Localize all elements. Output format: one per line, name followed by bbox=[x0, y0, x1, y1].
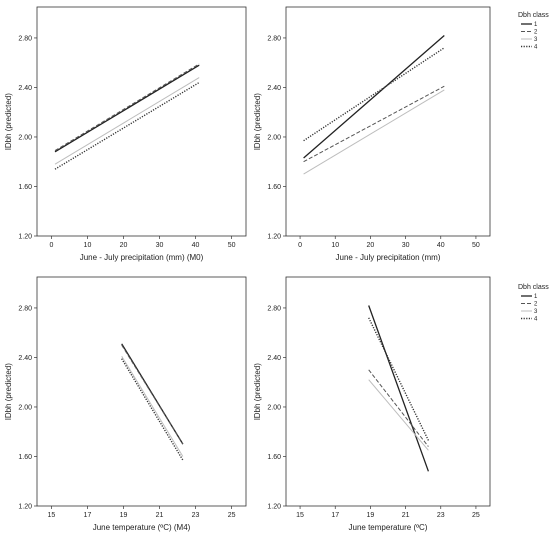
series-line-3 bbox=[368, 379, 429, 451]
y-axis-label: lDbh (predicted) bbox=[4, 93, 13, 150]
x-tick-label: 40 bbox=[192, 242, 200, 249]
y-axis-label: lDbh (predicted) bbox=[253, 363, 262, 420]
series-line-1 bbox=[303, 35, 445, 159]
x-tick-label: 17 bbox=[331, 512, 339, 519]
series-line-3 bbox=[121, 355, 184, 457]
y-tick-label: 2.00 bbox=[18, 404, 32, 411]
chart-panel-1: 1.20 1.60 2.00 2.40 2.80 0 10 20 30 40 50 June - Ju… bbox=[4, 6, 247, 262]
x-tick-label: 19 bbox=[367, 512, 375, 519]
x-axis-label: June temperature (ºC) (M4) bbox=[93, 523, 191, 532]
x-tick-label: 20 bbox=[367, 242, 375, 249]
x-tick-label: 0 bbox=[49, 242, 53, 249]
legend-title: Dbh class bbox=[518, 284, 549, 291]
series-line-2 bbox=[368, 369, 429, 447]
y-tick-label: 1.60 bbox=[18, 184, 32, 191]
y-tick-label: 1.60 bbox=[267, 184, 281, 191]
series-line-3 bbox=[54, 77, 200, 165]
x-axis-label: June temperature (ºC) bbox=[349, 523, 428, 532]
series-line-4 bbox=[368, 317, 430, 441]
chart-panel-2: 1.20 1.60 2.00 2.40 2.80 0 10 20 30 40 50 June - Ju… bbox=[253, 6, 549, 262]
legend-label: 1 bbox=[534, 294, 538, 300]
series-line-3 bbox=[303, 89, 445, 175]
x-tick-label: 17 bbox=[84, 512, 92, 519]
x-tick-label: 25 bbox=[472, 512, 480, 519]
series-line-1 bbox=[54, 64, 200, 153]
series-line-4 bbox=[303, 47, 445, 142]
x-tick-label: 50 bbox=[472, 242, 480, 249]
legend: Dbh class 1 23 4 bbox=[518, 284, 549, 323]
y-tick-label: 2.00 bbox=[267, 134, 281, 141]
x-tick-label: 19 bbox=[120, 512, 128, 519]
x-tick-label: 50 bbox=[228, 242, 236, 249]
y-tick-label: 1.20 bbox=[18, 504, 32, 511]
chart-panel-3: 1.20 1.60 2.00 2.40 2.80 15 17 19 21 23 25 June tem… bbox=[4, 276, 247, 532]
x-tick-label: 0 bbox=[298, 242, 302, 249]
legend-title: Dbh class bbox=[518, 12, 549, 19]
y-tick-label: 2.40 bbox=[18, 85, 32, 92]
y-tick-label: 1.20 bbox=[18, 234, 32, 241]
legend-label: 3 bbox=[534, 309, 538, 315]
y-axis-label: lDbh (predicted) bbox=[253, 93, 262, 150]
y-axis-label: lDbh (predicted) bbox=[4, 363, 13, 420]
y-tick-label: 1.60 bbox=[18, 454, 32, 461]
y-tick-label: 2.80 bbox=[267, 35, 281, 42]
x-tick-label: 21 bbox=[156, 512, 164, 519]
legend-label: 4 bbox=[534, 317, 538, 323]
x-tick-label: 15 bbox=[296, 512, 304, 519]
x-tick-label: 21 bbox=[402, 512, 410, 519]
x-tick-label: 15 bbox=[48, 512, 56, 519]
series-line-4 bbox=[54, 81, 200, 170]
x-tick-label: 30 bbox=[402, 242, 410, 249]
x-tick-label: 10 bbox=[84, 242, 92, 249]
plot-frame bbox=[285, 276, 491, 507]
y-tick-label: 1.20 bbox=[267, 504, 281, 511]
y-tick-label: 1.20 bbox=[267, 234, 281, 241]
x-tick-label: 20 bbox=[120, 242, 128, 249]
y-tick-label: 2.80 bbox=[18, 35, 32, 42]
y-tick-label: 2.00 bbox=[267, 404, 281, 411]
x-tick-label: 25 bbox=[228, 512, 236, 519]
series-line-4 bbox=[121, 358, 184, 461]
plot-frame bbox=[36, 276, 247, 507]
legend-label: 2 bbox=[534, 30, 538, 36]
series-line-2 bbox=[121, 344, 184, 445]
x-tick-label: 30 bbox=[156, 242, 164, 249]
y-tick-label: 1.60 bbox=[267, 454, 281, 461]
y-tick-label: 2.40 bbox=[267, 85, 281, 92]
series-line-2 bbox=[303, 85, 445, 163]
x-axis-label: June - July precipitation (mm) bbox=[336, 253, 441, 262]
legend-label: 4 bbox=[534, 45, 538, 51]
legend-label: 3 bbox=[534, 37, 538, 43]
series-line-1 bbox=[368, 305, 430, 472]
legend: Dbh class 1 23 4 bbox=[518, 12, 549, 51]
y-tick-label: 2.40 bbox=[18, 355, 32, 362]
legend-label: 2 bbox=[534, 302, 538, 308]
legend-label: 1 bbox=[534, 22, 538, 28]
series-line-2 bbox=[54, 63, 200, 152]
x-axis-label: June - July precipitation (mm) (M0) bbox=[80, 253, 204, 262]
y-tick-label: 2.40 bbox=[267, 355, 281, 362]
x-tick-label: 23 bbox=[192, 512, 200, 519]
x-tick-label: 40 bbox=[437, 242, 445, 249]
y-tick-label: 2.00 bbox=[18, 134, 32, 141]
x-tick-label: 23 bbox=[437, 512, 445, 519]
y-tick-label: 2.80 bbox=[267, 305, 281, 312]
plot-frame bbox=[285, 6, 491, 237]
plot-frame bbox=[36, 6, 247, 237]
y-tick-label: 2.80 bbox=[18, 305, 32, 312]
x-tick-label: 10 bbox=[331, 242, 339, 249]
